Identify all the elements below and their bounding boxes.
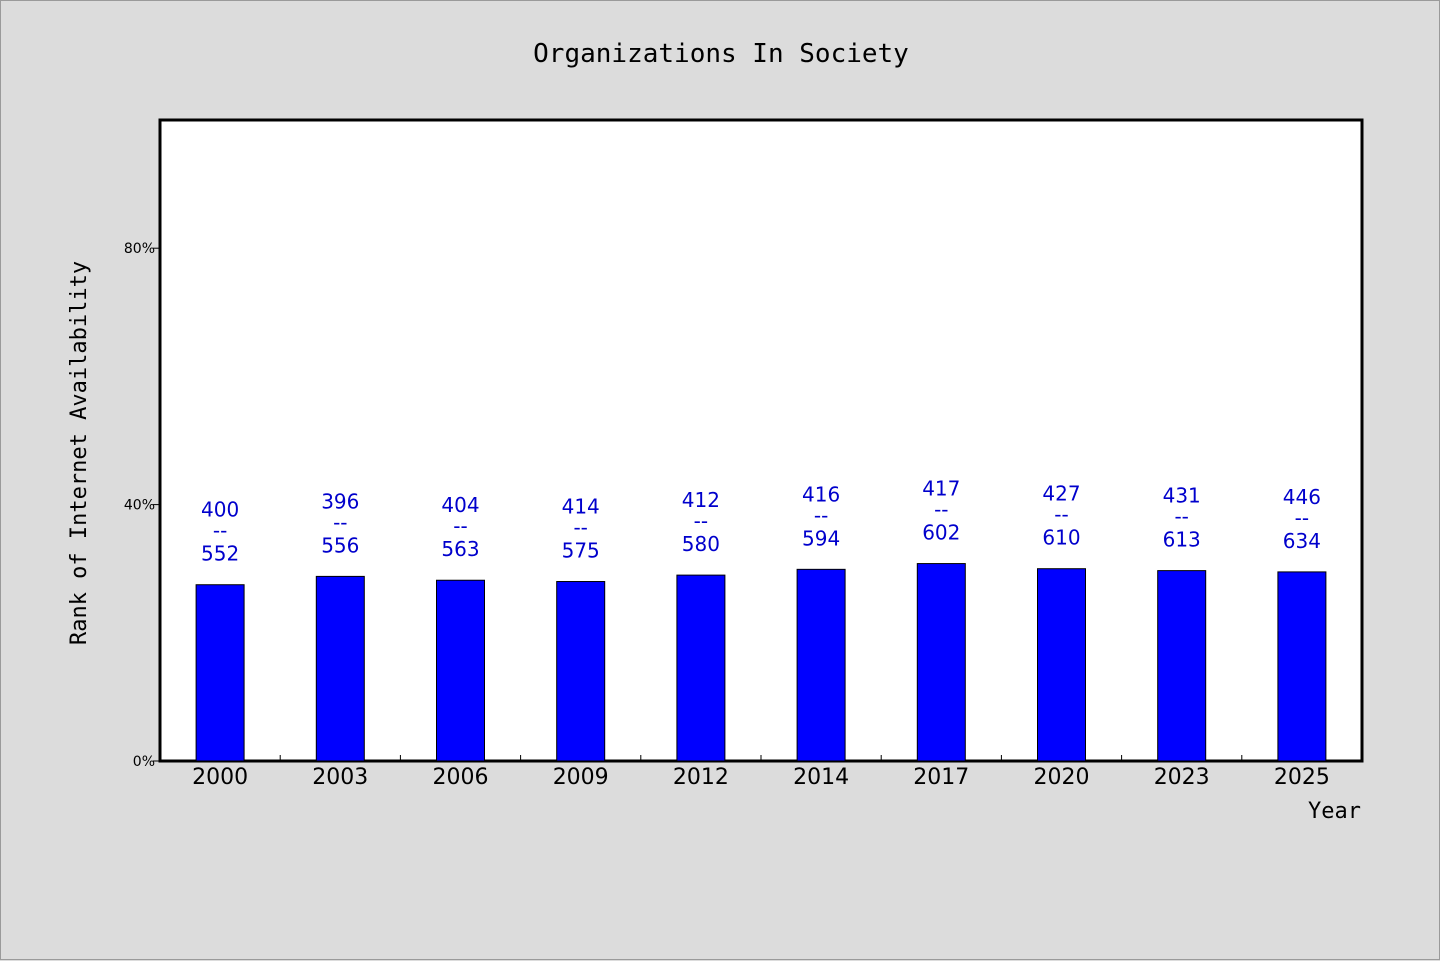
data-label-separator: --	[213, 519, 227, 543]
y-axis-label: Rank of Internet Availability	[67, 261, 92, 645]
y-axis-ticks: 0% 40% 80%	[124, 241, 160, 770]
data-label-separator: --	[573, 516, 587, 540]
x-tick-label: 2006	[433, 765, 489, 790]
bar	[796, 568, 846, 762]
data-label-bottom: 563	[441, 537, 479, 561]
y-tick-label: 40%	[124, 498, 155, 514]
bar	[195, 584, 245, 762]
data-label-bottom: 602	[922, 521, 960, 545]
bar	[315, 575, 365, 762]
data-label-bottom: 613	[1163, 528, 1201, 552]
data-label-top: 412	[682, 488, 720, 512]
data-label-bottom: 580	[682, 532, 720, 556]
data-label-separator: --	[1174, 505, 1188, 529]
x-axis-label: Year	[1308, 799, 1361, 824]
data-label-top: 396	[321, 489, 359, 513]
x-axis-ticks: 2000 2003 2006 2009 2012 2014 2017 2020 2023 2025	[192, 755, 1330, 790]
bar	[556, 581, 606, 762]
x-tick-label: 2025	[1274, 765, 1330, 790]
data-label-separator: --	[814, 503, 828, 527]
data-label-separator: --	[934, 498, 948, 522]
bar	[1037, 568, 1086, 762]
data-label-separator: --	[333, 510, 347, 534]
data-label-separator: --	[1054, 503, 1068, 527]
x-tick-label: 2014	[793, 765, 849, 790]
x-tick-label: 2020	[1034, 765, 1090, 790]
y-tick-label: 80%	[124, 241, 155, 257]
data-label-bottom: 552	[201, 542, 239, 566]
data-label-top: 400	[201, 498, 239, 522]
data-label-top: 414	[562, 495, 600, 519]
data-label-separator: --	[694, 509, 708, 533]
x-tick-label: 2000	[192, 765, 248, 790]
bars-group	[195, 563, 1327, 762]
bar	[1277, 571, 1327, 762]
data-label-bottom: 634	[1283, 529, 1321, 553]
bar	[436, 579, 485, 762]
data-label-separator: --	[453, 514, 467, 538]
x-tick-label: 2023	[1154, 765, 1210, 790]
bar	[1157, 570, 1207, 762]
data-label-top: 404	[441, 493, 479, 517]
chart-title: Organizations In Society	[533, 39, 909, 69]
x-tick-label: 2009	[553, 765, 609, 790]
data-label-bottom: 594	[802, 526, 840, 550]
data-label-bottom: 575	[562, 539, 600, 563]
y-tick-label: 0%	[133, 754, 155, 770]
data-label-bottom: 610	[1042, 526, 1080, 550]
bar	[676, 574, 726, 762]
data-label-top: 431	[1163, 484, 1201, 508]
data-label-top: 416	[802, 482, 840, 506]
x-tick-label: 2012	[673, 765, 729, 790]
data-label-separator: --	[1295, 506, 1309, 530]
x-tick-label: 2003	[312, 765, 368, 790]
x-tick-label: 2017	[913, 765, 969, 790]
data-label-top: 427	[1042, 482, 1080, 506]
data-labels: 400--552396--556404--563414--575412--580…	[201, 477, 1321, 566]
data-label-bottom: 556	[321, 533, 359, 557]
data-label-top: 446	[1283, 485, 1321, 509]
bar	[916, 563, 966, 762]
data-label-top: 417	[922, 477, 960, 501]
